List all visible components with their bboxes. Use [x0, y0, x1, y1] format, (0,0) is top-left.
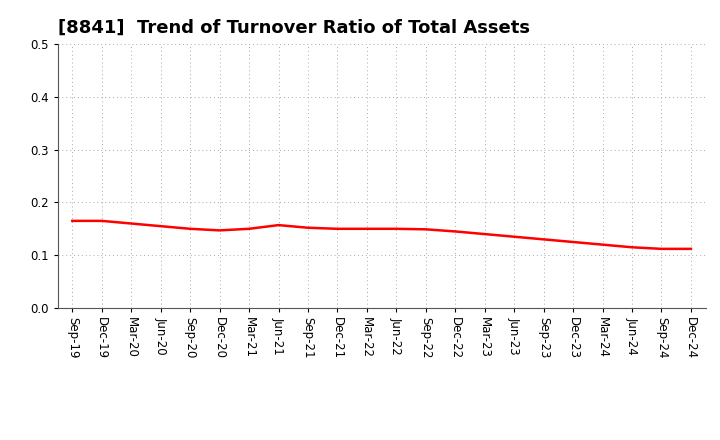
Text: [8841]  Trend of Turnover Ratio of Total Assets: [8841] Trend of Turnover Ratio of Total …	[58, 19, 530, 37]
